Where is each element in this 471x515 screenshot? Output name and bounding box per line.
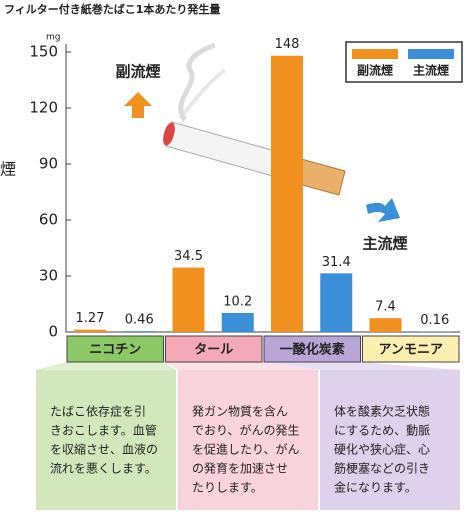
bar: [320, 273, 353, 332]
legend-swatch: [352, 49, 398, 59]
y-tick-label: 120: [29, 99, 58, 117]
value-label: 1.27: [76, 311, 105, 326]
value-label: 34.5: [174, 249, 203, 264]
description-text: を促進したり、がん: [192, 442, 300, 457]
description-text: を収縮させ、血液の: [50, 442, 158, 457]
description-text: 流れを悪くします。: [50, 462, 157, 476]
value-label: 10.2: [223, 294, 252, 309]
chart-title: フィルター付き紙巻たばこ1本あたり発生量: [4, 2, 220, 16]
description-box: [36, 370, 176, 510]
description-box: [178, 370, 318, 510]
bar: [369, 318, 402, 332]
description-text: たりします。: [192, 481, 263, 495]
description-connector: [263, 362, 460, 370]
legend-label: 副流煙: [357, 63, 393, 78]
value-label: 31.4: [322, 255, 351, 270]
x-tick-label: タール: [194, 343, 233, 358]
description-text: でおり、がんの発生: [192, 423, 300, 438]
category-box: [165, 335, 263, 363]
bar: [271, 55, 303, 332]
description-text: きおこします。血管: [50, 423, 157, 438]
bar: [172, 267, 205, 332]
description-text: にするため、動脈: [334, 424, 430, 438]
y-tick-label: 90: [39, 155, 58, 173]
bar: [74, 329, 106, 332]
description-text: の発育を加速させ: [192, 461, 288, 476]
description-text: 硬化や狭心症、心: [334, 442, 430, 457]
legend-swatch: [408, 49, 454, 59]
description-text: 金になります。: [334, 480, 417, 495]
y-tick-label: 150: [29, 43, 58, 61]
legend-label: 主流煙: [413, 63, 449, 78]
up-arrow: [124, 92, 152, 118]
description-box: [320, 370, 460, 510]
legend-box: [345, 41, 463, 83]
value-label: 7.4: [375, 300, 396, 315]
x-tick-label: 一酸化炭素: [280, 342, 345, 358]
bar: [221, 312, 254, 332]
category-box: [263, 335, 361, 363]
cigarette-illustration: [163, 42, 346, 196]
x-tick-label: アンモニア: [379, 343, 443, 358]
x-tick-label: ニコチン: [89, 343, 141, 358]
description-connector: [164, 362, 318, 370]
category-box: [362, 335, 460, 363]
y-tick-label: 0: [48, 323, 58, 341]
edge-text: 煙: [0, 160, 16, 179]
right-arrow: [366, 198, 400, 222]
description-text: 体を酸素欠乏状態: [334, 404, 430, 419]
bar: [123, 331, 156, 332]
y-tick-label: 60: [39, 211, 58, 229]
value-label: 148: [275, 37, 300, 52]
y-tick-label: 30: [39, 267, 58, 285]
value-label: 0.46: [125, 313, 154, 328]
annotation: 主流煙: [362, 235, 407, 253]
description-text: たばこ依存症を引: [50, 404, 146, 419]
description-text: 発ガン物質を含ん: [192, 404, 288, 419]
description-text: 筋梗塞などの引き: [334, 461, 430, 476]
description-connector: [36, 362, 176, 370]
value-label: 0.16: [420, 313, 449, 328]
annotation: 副流煙: [115, 63, 160, 81]
category-box: [66, 335, 164, 363]
y-unit: mg: [46, 33, 60, 43]
